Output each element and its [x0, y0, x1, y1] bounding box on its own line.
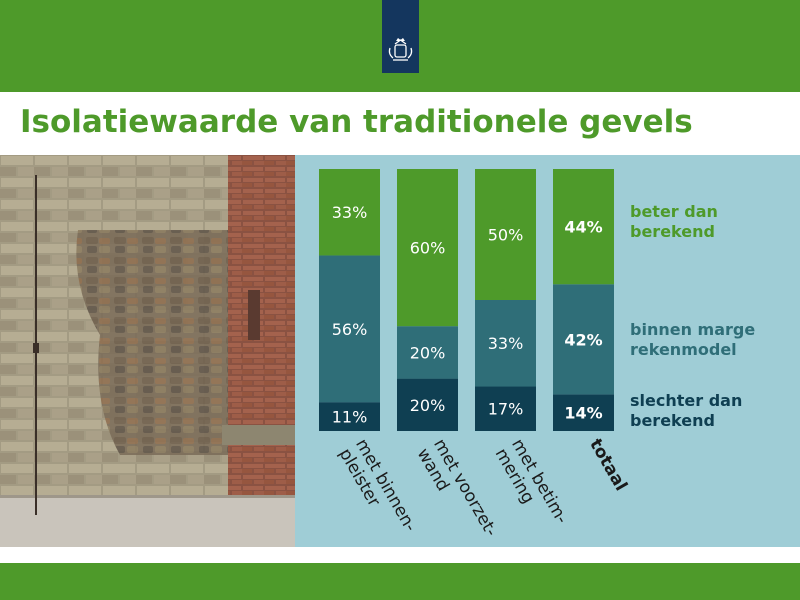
stacked-bar-chart: 11% 56% 33% met binnen-pleister 20% 20% 60% met… [319, 169, 755, 548]
bar-segment [319, 402, 380, 431]
bar-segment [397, 326, 458, 379]
category-label: met betim-mering [491, 436, 572, 537]
bar-segment [319, 255, 380, 403]
bar-segment [475, 386, 536, 431]
data-label: 56% [332, 320, 368, 339]
data-label: 60% [410, 239, 446, 258]
page-title: Isolatiewaarde van traditionele gevels [20, 104, 693, 140]
bar-segment [397, 169, 458, 327]
bottom-band [0, 563, 800, 600]
data-label: 14% [564, 404, 602, 423]
category-label: totaal [585, 436, 631, 495]
data-label: 33% [332, 203, 368, 222]
brick-wall-photo [0, 155, 295, 547]
data-label: 33% [488, 334, 524, 353]
data-label: 42% [564, 330, 602, 349]
bar-segment [553, 284, 614, 395]
government-logo [382, 0, 419, 73]
bar-segment [553, 169, 614, 285]
legend-entry: binnen marge rekenmodel [630, 320, 755, 359]
chart-panel: 11% 56% 33% met binnen-pleister 20% 20% 60% met… [295, 155, 800, 547]
category-label: met voorzet-wand [413, 436, 501, 548]
legend-entry: beter dan berekend [630, 202, 718, 241]
data-label: 17% [488, 400, 524, 419]
category-label: met binnen-pleister [335, 436, 421, 545]
bar-segment [475, 169, 536, 300]
legend-entry: slechter dan berekend [630, 391, 742, 430]
data-label: 11% [332, 408, 368, 427]
bar-segment [319, 169, 380, 256]
bar-segment [553, 394, 614, 431]
data-label: 50% [488, 226, 524, 245]
data-label: 20% [410, 343, 446, 362]
bar-segment [475, 300, 536, 387]
bar-segment [397, 378, 458, 431]
data-label: 44% [564, 218, 602, 237]
data-label: 20% [410, 396, 446, 415]
